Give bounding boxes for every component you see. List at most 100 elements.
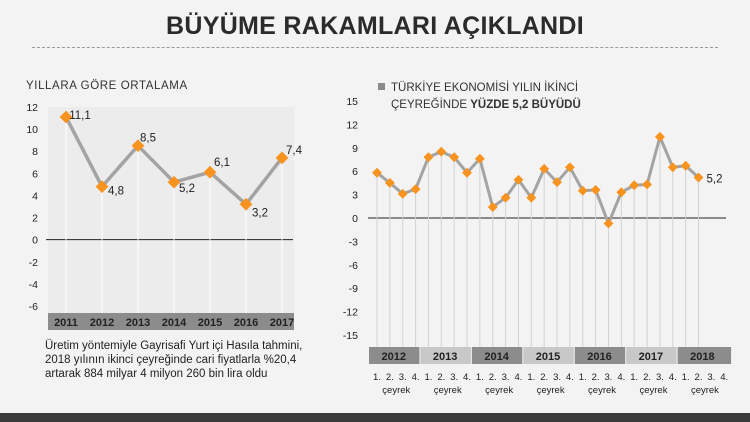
y-tick-label: -15 (343, 330, 358, 342)
quarter-label: 1. (579, 372, 587, 383)
data-label: 4,8 (108, 186, 124, 198)
data-point (131, 139, 145, 153)
y-tick-label: 15 (346, 96, 358, 108)
plot-background (48, 107, 294, 313)
quarter-label: 4. (720, 372, 728, 383)
title-divider (32, 47, 718, 48)
y-tick-label: -6 (29, 301, 38, 313)
quarter-label: 4. (669, 372, 677, 383)
quarter-word: çeyrek (434, 385, 462, 396)
quarter-label: 3. (553, 372, 561, 383)
data-point (239, 197, 253, 211)
data-point (95, 180, 109, 193)
quarter-label: 1. (630, 372, 638, 383)
x-tick-label: 2016 (234, 317, 258, 329)
data-label: 7,4 (286, 145, 303, 157)
legend-text-2: ÇEYREĞİNDE (391, 99, 471, 111)
y-tick-label: 4 (32, 190, 38, 202)
data-point (203, 165, 217, 179)
y-tick-label: -4 (29, 279, 38, 291)
x-axis-bar (48, 313, 294, 330)
x-tick-label: 2011 (54, 317, 78, 329)
data-point (539, 163, 550, 174)
quarter-label: 4. (514, 372, 522, 383)
quarter-label: 4. (412, 372, 420, 383)
data-point (449, 152, 460, 163)
data-point (667, 162, 678, 173)
quarter-label: 2. (489, 372, 497, 383)
y-tick-label: -12 (343, 307, 358, 319)
year-bar-segment (626, 347, 677, 364)
bottom-bar (0, 413, 750, 422)
year-bar-segment (574, 347, 626, 364)
left-chart-yearly-average: 12 10 8 6 4 2 0 -2 -4 -6 2011 2012 2013 2014 2015 2016 2… (26, 102, 303, 330)
quarter-label: 2. (695, 372, 703, 383)
y-tick-label: -6 (349, 260, 358, 272)
year-label: 2018 (690, 351, 714, 363)
left-chart-title: YILLARA GÖRE ORTALAMA (26, 80, 188, 92)
footnote: Üretim yöntemiyle Gayrisafi Yurt içi Has… (45, 340, 303, 380)
legend-text-1: TÜRKİYE EKONOMİSİ YILIN İKİNCİ (391, 82, 579, 94)
data-point (564, 162, 575, 173)
quarter-label: 3. (656, 372, 664, 383)
legend-line-2: ÇEYREĞİNDE YÜZDE 5,2 BÜYÜDÜ (378, 97, 581, 114)
quarter-label: 1. (527, 372, 535, 383)
data-label: 11,1 (69, 110, 91, 122)
quarter-word: çeyrek (537, 385, 565, 396)
y-tick-label: 12 (346, 119, 358, 131)
data-point (513, 174, 524, 185)
quarter-label: 3. (502, 372, 510, 383)
x-tick-label: 2014 (162, 317, 187, 329)
data-point (462, 167, 472, 178)
quarter-label: 1. (476, 372, 484, 383)
data-point (423, 152, 434, 163)
data-point (603, 218, 614, 229)
legend-text-2-bold: YÜZDE 5,2 BÜYÜDÜ (470, 99, 581, 111)
quarter-label: 4. (566, 372, 574, 383)
year-label: 2013 (433, 351, 457, 363)
x-tick-label: 2013 (126, 317, 150, 329)
year-bar-segment (369, 347, 420, 364)
data-label: 5,2 (707, 173, 723, 185)
y-tick-label: -2 (29, 257, 38, 269)
y-tick-label: 10 (26, 124, 38, 136)
data-point (654, 131, 665, 142)
data-point (577, 185, 588, 196)
y-tick-label: 3 (352, 190, 358, 202)
quarter-word: çeyrek (382, 385, 410, 396)
quarter-word: çeyrek (588, 385, 616, 396)
y-tick-label: 0 (32, 235, 38, 247)
y-tick-label: 0 (352, 213, 358, 225)
data-point (436, 146, 447, 157)
series-line (376, 135, 700, 225)
x-tick-label: 2015 (198, 317, 222, 329)
data-point (680, 160, 691, 171)
quarter-label: 3. (399, 372, 407, 383)
quarter-label: 2. (540, 372, 548, 383)
year-label: 2017 (639, 351, 663, 363)
quarter-label: 3. (605, 372, 613, 383)
data-point (526, 192, 537, 203)
quarter-label: 3. (450, 372, 458, 383)
year-label: 2015 (536, 351, 560, 363)
x-tick-label: 2017 (270, 317, 294, 329)
data-point (167, 175, 181, 189)
data-point (487, 202, 498, 213)
data-label: 8,5 (140, 133, 156, 145)
quarter-label: 2. (386, 372, 394, 383)
data-point (642, 179, 653, 190)
y-tick-label: 6 (32, 168, 38, 180)
y-tick-label: 2 (32, 213, 38, 225)
data-label: 6,1 (214, 157, 230, 169)
year-label: 2012 (381, 351, 405, 363)
quarter-label: 1. (373, 372, 381, 383)
quarter-label: 2. (592, 372, 600, 383)
quarter-word: çeyrek (691, 385, 719, 396)
data-point (616, 187, 627, 198)
data-label: 3,2 (252, 207, 268, 219)
year-label: 2016 (587, 351, 611, 363)
y-tick-label: 8 (32, 146, 38, 158)
data-point (590, 184, 601, 195)
